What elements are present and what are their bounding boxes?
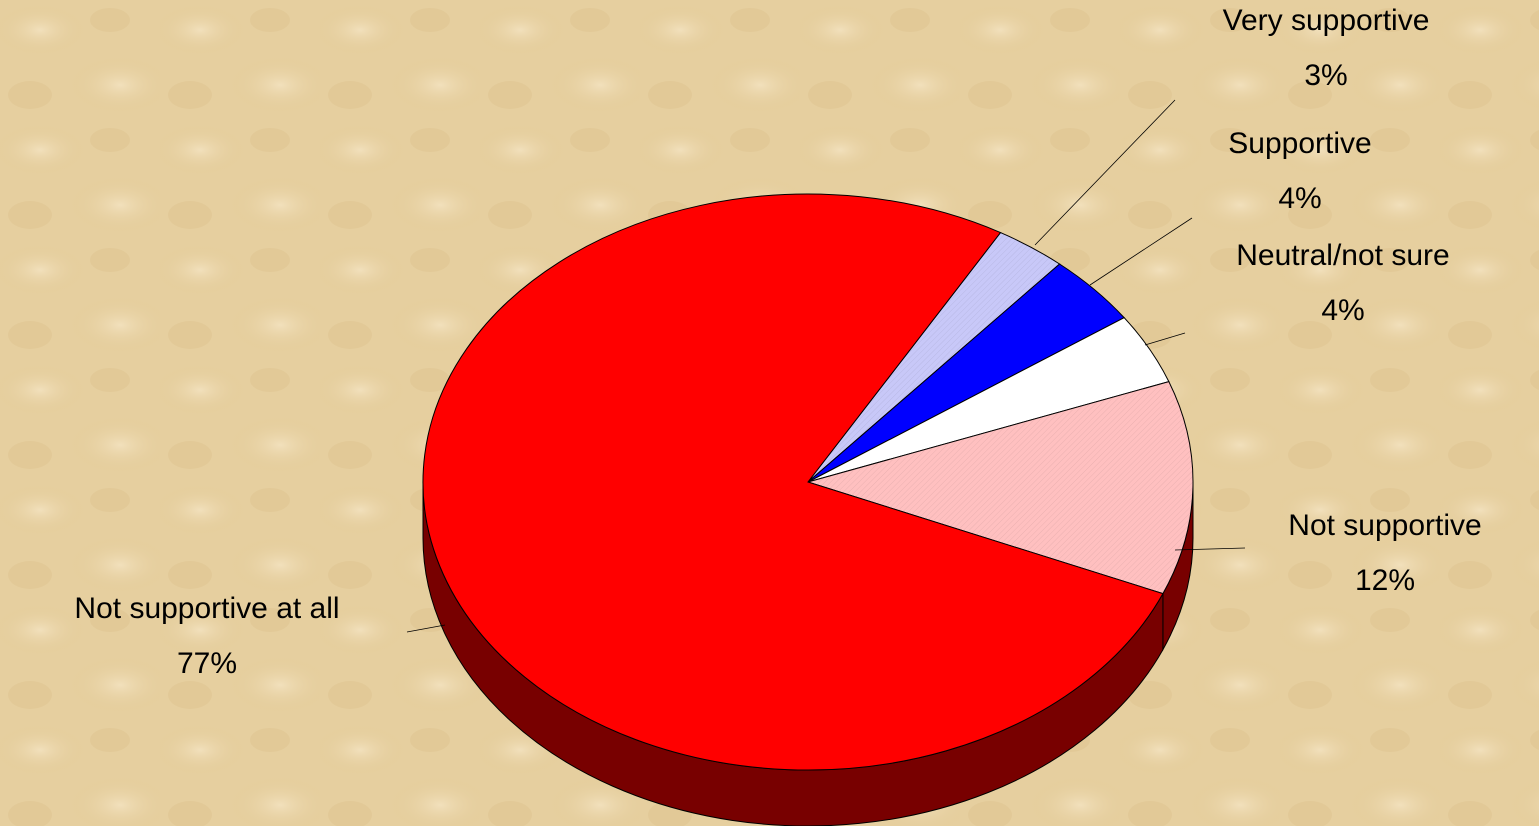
pie-tops [422, 193, 1194, 771]
slice-label: Supportive [1228, 127, 1371, 160]
slice-label: Not supportive [1288, 509, 1481, 542]
slice-texture [808, 381, 1193, 594]
slice-texture [808, 232, 1060, 482]
slice-label: Not supportive at all [74, 592, 339, 625]
slice-value-label: 4% [1278, 182, 1321, 215]
slice [422, 193, 1164, 771]
slice-value-label: 4% [1321, 294, 1364, 327]
slice-labels: Very supportive 3% Supportive 4% Neutral/not… [74, 4, 1481, 680]
slice-label: Very supportive [1223, 4, 1430, 37]
leader-line [406, 624, 446, 633]
slice-value-label: 3% [1304, 59, 1347, 92]
slice-value-label: 77% [177, 647, 237, 680]
leader-line [1144, 332, 1186, 346]
slice-label: Neutral/not sure [1236, 239, 1449, 272]
leader-line [1089, 217, 1193, 286]
leader-line [1034, 99, 1176, 246]
leader-line [1174, 547, 1246, 551]
slice-value-label: 12% [1355, 564, 1415, 597]
